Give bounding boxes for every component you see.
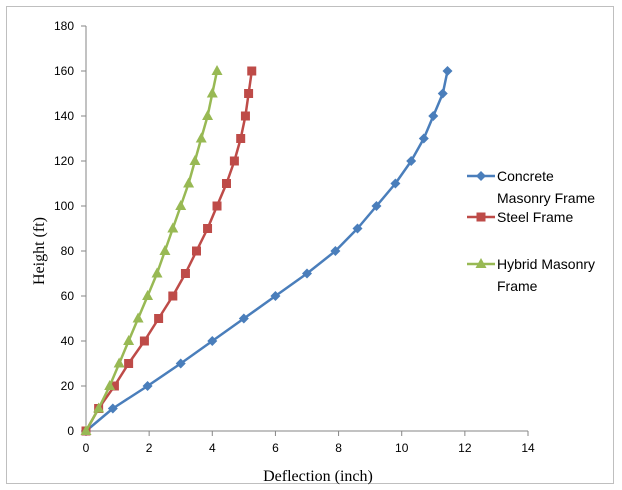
series-layer — [80, 65, 453, 436]
diamond-marker — [406, 156, 417, 166]
diamond-marker — [142, 381, 153, 391]
y-tick-label: 80 — [61, 244, 75, 258]
diamond-marker — [476, 171, 486, 181]
square-marker — [212, 201, 222, 211]
diamond-marker — [390, 178, 401, 189]
triangle-marker — [132, 312, 144, 323]
legend: Concrete Masonry Frame Steel Frame Hybrid M… — [467, 168, 595, 294]
diamond-marker — [107, 403, 118, 414]
triangle-marker — [113, 357, 125, 368]
series-square — [81, 66, 257, 436]
square-marker — [168, 291, 178, 301]
square-marker — [154, 314, 164, 323]
diamond-marker — [302, 268, 312, 279]
x-tick-label: 12 — [458, 441, 472, 455]
y-tick-label: 60 — [61, 289, 75, 303]
diamond-marker — [238, 313, 249, 324]
y-tick-label: 180 — [54, 19, 74, 33]
diamond-marker — [207, 336, 218, 346]
triangle-marker — [123, 335, 135, 345]
x-tick-label: 14 — [521, 441, 535, 455]
diamond-marker — [442, 66, 453, 76]
x-tick-label: 6 — [272, 441, 279, 455]
diamond-marker — [352, 223, 363, 234]
triangle-marker — [167, 222, 179, 233]
triangle-marker — [175, 200, 187, 210]
y-tick-label: 20 — [61, 379, 75, 393]
diamond-marker — [418, 133, 429, 144]
x-axis-title: Deflection (inch) — [263, 468, 373, 485]
square-marker — [192, 246, 201, 256]
legend-label: Steel Frame — [497, 209, 573, 225]
triangle-marker — [202, 110, 214, 120]
triangle-marker — [93, 402, 105, 413]
square-marker — [124, 359, 134, 368]
y-tick-label: 140 — [54, 109, 74, 123]
diamond-marker — [270, 291, 281, 301]
legend-item: Hybrid Masonry Frame — [467, 256, 595, 294]
diamond-marker — [330, 246, 341, 256]
triangle-marker — [475, 258, 487, 268]
square-marker — [229, 156, 239, 166]
series-triangle — [80, 65, 223, 435]
y-tick-label: 40 — [61, 334, 75, 348]
square-marker — [180, 269, 190, 278]
x-tick-label: 4 — [209, 441, 216, 455]
triangle-marker — [195, 132, 207, 143]
series-line — [85, 70, 449, 432]
legend-item: Steel Frame — [467, 209, 573, 225]
diamond-marker — [428, 111, 439, 121]
diamond-marker — [437, 88, 448, 99]
triangle-marker — [151, 267, 163, 278]
legend-label: Hybrid Masonry — [497, 256, 595, 272]
triangle-marker — [206, 87, 218, 98]
diamond-marker — [175, 358, 186, 369]
square-marker — [139, 336, 149, 346]
triangle-marker — [183, 177, 195, 188]
diamond-marker — [371, 201, 382, 211]
square-marker — [247, 66, 257, 76]
axes: 0 20 40 60 80 100 120 140 160 180 0 2 4 6 8 10 12 14 — [54, 19, 535, 455]
y-tick-label: 0 — [67, 424, 74, 438]
y-tick-label: 120 — [54, 154, 74, 168]
x-tick-label: 0 — [83, 441, 90, 455]
square-marker — [244, 89, 254, 98]
legend-item: Concrete Masonry Frame — [467, 168, 595, 206]
x-tick-label: 8 — [335, 441, 342, 455]
square-marker — [109, 381, 119, 391]
square-marker — [240, 111, 250, 121]
square-marker — [203, 224, 213, 233]
legend-label: Frame — [497, 278, 538, 294]
triangle-marker — [142, 290, 154, 300]
triangle-marker — [80, 425, 92, 435]
series-line — [84, 70, 254, 432]
triangle-marker — [211, 65, 223, 75]
legend-label: Masonry Frame — [497, 190, 595, 206]
triangle-marker — [159, 245, 171, 255]
x-tick-label: 10 — [395, 441, 409, 455]
y-tick-label: 160 — [54, 64, 74, 78]
y-axis-title: Height (ft) — [31, 217, 48, 285]
triangle-marker — [104, 380, 116, 390]
square-marker — [476, 212, 486, 222]
series-diamond — [81, 66, 453, 436]
chart-frame — [6, 6, 614, 484]
legend-label: Concrete — [497, 168, 554, 184]
x-tick-label: 2 — [146, 441, 153, 455]
triangle-marker — [189, 155, 201, 165]
square-marker — [236, 134, 246, 143]
square-marker — [221, 179, 231, 188]
y-tick-label: 100 — [54, 199, 74, 213]
